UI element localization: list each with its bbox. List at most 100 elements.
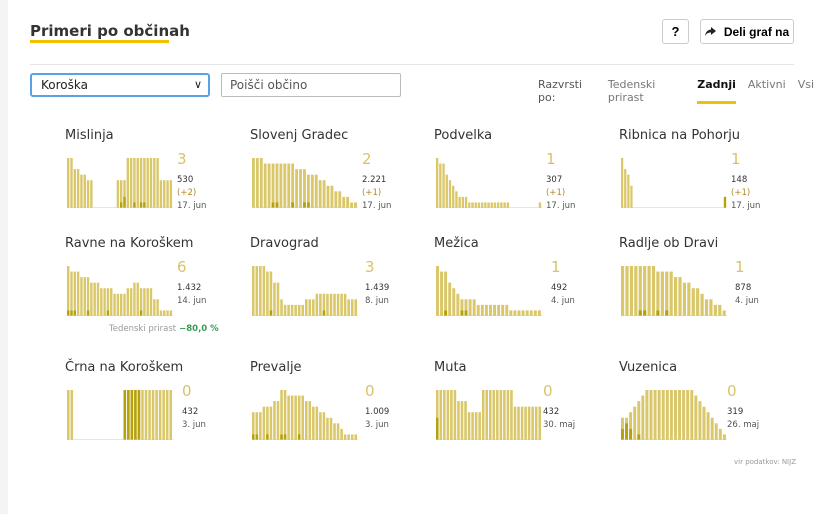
chart-bar — [444, 271, 448, 316]
municipality-tile[interactable]: Mežica 1 492 4. jun — [434, 236, 604, 336]
chart-bar — [442, 163, 445, 208]
municipality-name: Ravne na Koroškem — [65, 236, 194, 251]
chart-bar — [338, 191, 342, 208]
latest-cases: 3 — [177, 150, 187, 168]
chart-bar — [621, 158, 624, 208]
daily-delta: (+2) — [177, 188, 197, 198]
daily-delta: (+1) — [546, 188, 566, 198]
chart-bar — [290, 304, 294, 316]
chart-bar — [169, 390, 173, 440]
municipality-tile[interactable]: Prevalje 0 1.009 3. jun — [250, 360, 420, 460]
chart-bar — [73, 271, 77, 316]
sort-option-all[interactable]: Vsi — [797, 78, 814, 91]
chart-bar — [106, 288, 110, 316]
chart-bar — [490, 202, 493, 208]
weekly-growth-label: Tedenski prirast — [109, 324, 177, 334]
chart-bar — [531, 406, 534, 440]
chart-bar-recent — [621, 428, 624, 440]
chart-bar — [133, 282, 136, 316]
chart-bar-recent — [436, 417, 439, 440]
chart-bar — [503, 202, 506, 208]
chart-bar-recent — [637, 434, 641, 440]
chart-bar — [169, 310, 173, 316]
municipality-tile[interactable]: Slovenj Gradec 2 2.221 (+1) 17. jun — [250, 128, 420, 228]
chart-bar — [310, 174, 314, 208]
chart-bar — [155, 390, 158, 440]
chart-bar — [151, 390, 155, 440]
municipality-search-input[interactable] — [221, 73, 401, 97]
municipality-tile[interactable]: Ravne na Koroškem 6 1.432 14. jun — [65, 236, 235, 336]
chart-bar — [714, 423, 718, 440]
municipality-tile[interactable]: Črna na Koroškem 0 432 3. jun — [65, 360, 235, 460]
total-cases: 1.439 — [365, 283, 390, 293]
latest-cases: 1 — [546, 150, 556, 168]
chart-bar — [318, 180, 322, 208]
chart-bar — [696, 288, 700, 316]
trend-chart — [621, 266, 727, 316]
chart-bar — [126, 158, 130, 208]
municipality-tile[interactable]: Ribnica na Pohorju 1 148 (+1) 17. jun — [619, 128, 789, 228]
chart-bar — [682, 282, 687, 316]
chart-bar — [252, 266, 255, 316]
sort-option-weekly[interactable]: Tedenski prirast — [607, 78, 656, 104]
chart-bar — [275, 163, 279, 208]
total-cases: 307 — [546, 175, 563, 185]
chart-bar-recent — [106, 310, 110, 316]
chart-bar-recent — [460, 310, 464, 316]
chart-bar — [279, 163, 283, 208]
region-select[interactable]: Koroška ∨ — [30, 73, 210, 97]
municipality-tile[interactable]: Dravograd 3 1.439 8. jun — [250, 236, 420, 336]
chart-bar — [76, 271, 80, 316]
latest-cases: 1 — [551, 258, 561, 276]
main-card: Primeri po občinah ? Deli graf na Korošk… — [8, 0, 814, 514]
municipality-name: Vuzenica — [619, 360, 678, 375]
chart-bar — [520, 406, 524, 440]
chart-bar — [643, 266, 647, 316]
chart-bar — [517, 310, 521, 316]
trend-chart — [621, 158, 727, 208]
municipality-name: Radlje ob Dravi — [619, 236, 719, 251]
chart-bar — [718, 428, 722, 440]
share-button[interactable]: Deli graf na — [700, 19, 794, 44]
chart-bar — [534, 406, 538, 440]
chart-bar — [660, 271, 664, 316]
chart-bar — [273, 401, 276, 440]
municipality-tile[interactable]: Mislinja 3 530 (+2) 17. jun — [65, 128, 235, 228]
chart-bar — [287, 395, 290, 440]
chart-bar — [136, 282, 139, 316]
chart-bar — [70, 158, 73, 208]
latest-cases: 3 — [365, 258, 375, 276]
chart-bar — [625, 266, 629, 316]
chart-bar-recent — [271, 202, 275, 208]
total-cases: 1.432 — [177, 283, 202, 293]
sort-option-latest[interactable]: Zadnji — [697, 78, 736, 104]
chart-bar — [638, 266, 642, 316]
chart-bar-recent — [723, 196, 727, 208]
chart-bar — [283, 163, 287, 208]
municipality-tile[interactable]: Radlje ob Dravi 1 878 4. jun — [619, 236, 789, 336]
help-button[interactable]: ? — [662, 19, 689, 44]
chart-bar — [687, 282, 691, 316]
last-case-date: 4. jun — [551, 296, 575, 306]
total-cases: 2.221 — [362, 175, 387, 185]
chart-bar — [67, 266, 70, 316]
chart-bar — [326, 293, 329, 316]
chart-bar — [163, 180, 166, 208]
chart-bar — [445, 174, 448, 208]
latest-cases: 0 — [727, 382, 737, 400]
sort-option-active[interactable]: Aktivni — [747, 78, 786, 91]
chart-bar — [718, 304, 722, 316]
chart-bar — [657, 390, 661, 440]
chart-bar — [266, 406, 269, 440]
municipality-tile[interactable]: Podvelka 1 307 (+1) 17. jun — [434, 128, 604, 228]
municipality-tile[interactable]: Muta 0 432 30. maj — [434, 360, 604, 460]
chart-bar — [484, 304, 488, 316]
chart-bar — [308, 401, 312, 440]
chart-bar — [480, 304, 484, 316]
chart-bar-recent — [130, 390, 134, 440]
chart-bar — [80, 277, 83, 316]
chart-bar-recent — [133, 202, 136, 208]
chart-bar — [674, 277, 678, 316]
municipality-tile[interactable]: Vuzenica 0 319 26. maj — [619, 360, 789, 460]
chart-bar — [159, 180, 163, 208]
